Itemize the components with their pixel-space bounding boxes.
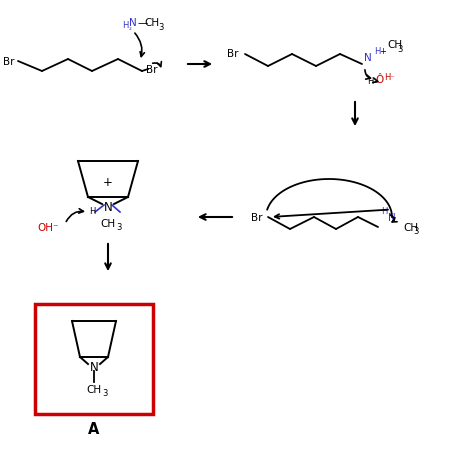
Text: 3: 3 (397, 44, 403, 53)
Text: Br: Br (251, 212, 263, 222)
Text: 3: 3 (158, 23, 164, 32)
Text: H: H (89, 207, 95, 216)
Text: Br: Br (3, 57, 15, 67)
Text: +: + (379, 47, 387, 56)
Text: —: — (138, 18, 148, 28)
Text: 3: 3 (413, 227, 418, 236)
Text: ₂: ₂ (129, 25, 132, 31)
Text: N: N (129, 18, 137, 28)
Text: H: H (381, 207, 387, 216)
Text: CH: CH (144, 18, 160, 28)
Text: CH: CH (100, 219, 116, 229)
Text: Br: Br (227, 49, 239, 59)
Text: H: H (122, 20, 128, 29)
Text: N: N (388, 212, 396, 222)
Text: 3: 3 (116, 223, 122, 232)
Text: N: N (90, 361, 99, 374)
Text: N: N (104, 201, 112, 214)
Text: H⁻: H⁻ (385, 74, 396, 83)
Text: CH: CH (403, 222, 418, 232)
Text: Ô: Ô (376, 75, 384, 85)
Bar (35, 304, 153, 414)
Text: 3: 3 (102, 389, 108, 398)
Text: H: H (374, 47, 380, 56)
Text: Br: Br (146, 65, 158, 75)
Text: CH: CH (86, 384, 102, 394)
Text: OH⁻: OH⁻ (37, 222, 59, 232)
Text: H: H (367, 77, 373, 86)
Text: +: + (103, 175, 113, 188)
Text: N: N (364, 53, 372, 63)
Text: CH: CH (387, 40, 402, 50)
Text: A: A (88, 422, 100, 437)
